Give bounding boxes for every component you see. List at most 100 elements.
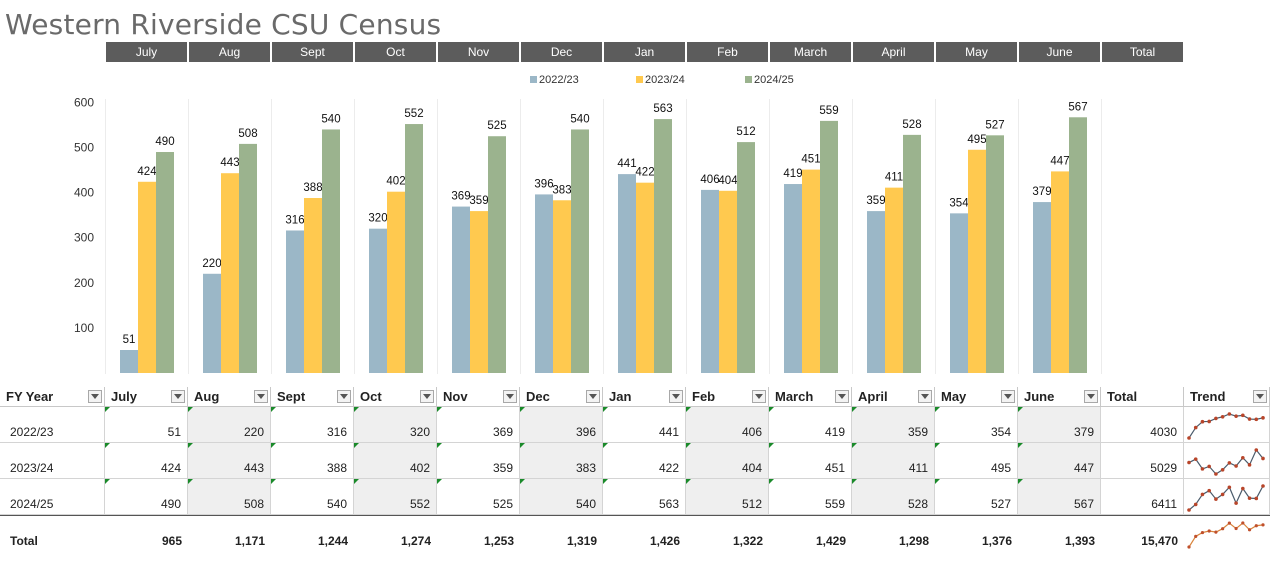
value-cell[interactable]: 540 <box>271 479 354 515</box>
value-cell[interactable]: 490 <box>105 479 188 515</box>
month-total-cell[interactable]: 1,376 <box>935 515 1018 551</box>
trend-sparkline-cell[interactable] <box>1184 407 1270 443</box>
bar-dec-2022-23 <box>535 194 553 373</box>
filter-dropdown-button[interactable] <box>586 390 600 403</box>
fy-year-cell[interactable]: 2022/23 <box>0 407 105 443</box>
filter-dropdown-button[interactable] <box>503 390 517 403</box>
value-cell[interactable]: 316 <box>271 407 354 443</box>
month-total-cell[interactable]: 1,244 <box>271 515 354 551</box>
value-cell[interactable]: 451 <box>769 443 852 479</box>
filter-dropdown-button[interactable] <box>88 390 102 403</box>
value-cell[interactable]: 552 <box>354 479 437 515</box>
month-total-cell[interactable]: 965 <box>105 515 188 551</box>
value-cell[interactable]: 220 <box>188 407 271 443</box>
sparkline-point <box>1187 545 1191 549</box>
filter-dropdown-button[interactable] <box>752 390 766 403</box>
value-cell[interactable]: 406 <box>686 407 769 443</box>
filter-dropdown-button[interactable] <box>171 390 185 403</box>
value-cell[interactable]: 369 <box>437 407 520 443</box>
value-cell[interactable]: 443 <box>188 443 271 479</box>
filter-dropdown-button[interactable] <box>1253 390 1267 403</box>
value-cell[interactable]: 359 <box>437 443 520 479</box>
filter-dropdown-button[interactable] <box>254 390 268 403</box>
error-indicator-icon <box>603 407 608 412</box>
value-cell[interactable]: 567 <box>1018 479 1101 515</box>
month-total-cell[interactable]: 1,429 <box>769 515 852 551</box>
column-header-june: June <box>1018 387 1101 407</box>
value-cell[interactable]: 419 <box>769 407 852 443</box>
value-cell[interactable]: 422 <box>603 443 686 479</box>
error-indicator-icon <box>105 407 110 412</box>
data-label-july-2024-25: 490 <box>155 136 174 148</box>
value-cell[interactable]: 388 <box>271 443 354 479</box>
column-header-total: Total <box>1101 387 1184 407</box>
bar-july-2023-24 <box>138 181 156 373</box>
sparkline-point <box>1241 413 1245 418</box>
value-cell[interactable]: 396 <box>520 407 603 443</box>
value-cell[interactable]: 359 <box>852 407 935 443</box>
trend-sparkline-cell[interactable] <box>1184 479 1270 515</box>
month-total-cell[interactable]: 1,319 <box>520 515 603 551</box>
value-cell[interactable]: 508 <box>188 479 271 515</box>
value-cell[interactable]: 424 <box>105 443 188 479</box>
row-total-cell[interactable]: 6411 <box>1101 479 1184 515</box>
value-cell[interactable]: 320 <box>354 407 437 443</box>
value-cell[interactable]: 495 <box>935 443 1018 479</box>
value-cell[interactable]: 563 <box>603 479 686 515</box>
filter-dropdown-button[interactable] <box>669 390 683 403</box>
value-cell[interactable]: 402 <box>354 443 437 479</box>
month-total-cell[interactable]: 1,426 <box>603 515 686 551</box>
filter-dropdown-button[interactable] <box>420 390 434 403</box>
error-indicator-icon <box>852 443 857 448</box>
month-total-cell[interactable]: 1,298 <box>852 515 935 551</box>
value-cell[interactable]: 354 <box>935 407 1018 443</box>
fy-year-cell[interactable]: 2023/24 <box>0 443 105 479</box>
value-cell[interactable]: 540 <box>520 479 603 515</box>
sparkline-point <box>1227 461 1232 465</box>
value-cell[interactable]: 512 <box>686 479 769 515</box>
value-cell[interactable]: 383 <box>520 443 603 479</box>
bar-june-2024-25 <box>1069 117 1087 373</box>
sparkline-point <box>1200 419 1205 424</box>
totals-trend-sparkline-cell[interactable] <box>1184 515 1270 551</box>
column-header-may: May <box>935 387 1018 407</box>
filter-dropdown-button[interactable] <box>918 390 932 403</box>
trend-sparkline <box>1187 484 1265 512</box>
fy-year-cell[interactable]: 2024/25 <box>0 479 105 515</box>
bar-sept-2024-25 <box>322 129 340 373</box>
value-cell[interactable]: 527 <box>935 479 1018 515</box>
month-total-cell[interactable]: 1,171 <box>188 515 271 551</box>
month-total-cell[interactable]: 1,253 <box>437 515 520 551</box>
sparkline-point <box>1247 417 1252 421</box>
error-indicator-icon <box>437 479 442 484</box>
row-total-cell[interactable]: 4030 <box>1101 407 1184 443</box>
column-header-label: Total <box>1107 389 1138 404</box>
value-cell[interactable]: 525 <box>437 479 520 515</box>
filter-dropdown-button[interactable] <box>1001 390 1015 403</box>
filter-dropdown-button[interactable] <box>337 390 351 403</box>
filter-dropdown-button[interactable] <box>835 390 849 403</box>
value-cell[interactable]: 528 <box>852 479 935 515</box>
value-cell[interactable]: 447 <box>1018 443 1101 479</box>
value-cell[interactable]: 379 <box>1018 407 1101 443</box>
filter-dropdown-button[interactable] <box>1084 390 1098 403</box>
month-header-feb: Feb <box>687 42 768 62</box>
sparkline-point <box>1193 502 1198 507</box>
row-total-cell[interactable]: 5029 <box>1101 443 1184 479</box>
value-cell[interactable]: 411 <box>852 443 935 479</box>
month-total-cell[interactable]: 1,274 <box>354 515 437 551</box>
value-cell[interactable]: 441 <box>603 407 686 443</box>
error-indicator-icon <box>769 443 774 448</box>
trend-sparkline-cell[interactable] <box>1184 443 1270 479</box>
value-cell[interactable]: 404 <box>686 443 769 479</box>
bar-april-2022-23 <box>867 211 885 373</box>
column-header-label: Aug <box>194 389 220 404</box>
value-cell[interactable]: 51 <box>105 407 188 443</box>
data-label-aug-2024-25: 508 <box>238 128 257 140</box>
grand-total-cell[interactable]: 15,470 <box>1101 515 1184 551</box>
column-header-label: Jan <box>609 389 632 404</box>
month-total-cell[interactable]: 1,322 <box>686 515 769 551</box>
sparkline-point <box>1214 472 1218 476</box>
value-cell[interactable]: 559 <box>769 479 852 515</box>
month-total-cell[interactable]: 1,393 <box>1018 515 1101 551</box>
